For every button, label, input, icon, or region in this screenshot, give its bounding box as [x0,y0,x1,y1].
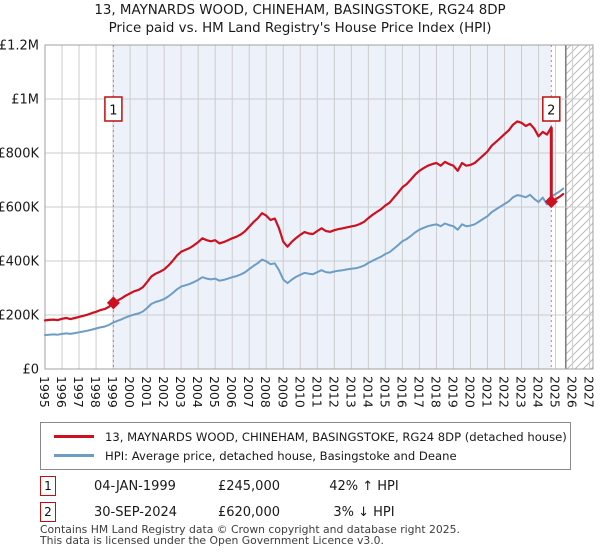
x-tick-label: 2001 [139,376,154,408]
price-history-chart: 1 2 £0 £200K £400K £600K £800K £1M £1.2M 1995 1996… [0,39,597,408]
sale-1-date: 04-JAN-1999 [94,478,176,494]
sale-row-2: 2 30-SEP-2024 £620,000 3% ↓ HPI [40,502,600,522]
sale-1-hpi-delta: 42% ↑ HPI [329,478,399,494]
y-tick-label: £400K [0,255,39,270]
x-tick-label: 2009 [275,376,290,408]
x-tick-label: 2021 [479,376,494,408]
y-tick-label: £800K [0,147,39,162]
y-tick-label: £600K [0,201,39,216]
sale-2-label-box [542,96,561,122]
sale-1-label-box [104,96,123,122]
x-tick-label: 2013 [343,376,358,408]
x-tick-label: 2005 [207,376,222,408]
sale-2-diamond-marker [544,195,558,209]
y-tick-label: £0 [22,363,39,378]
x-tick-label: 2027 [582,376,597,408]
x-tick-label: 1999 [105,376,120,408]
page-title: 13, MAYNARDS WOOD, CHINEHAM, BASINGSTOKE… [94,3,506,18]
x-tick-label: 2010 [292,376,307,408]
x-tick-label: 1995 [37,376,52,408]
x-tick-label: 2006 [224,376,239,408]
x-tick-label: 2023 [514,376,529,408]
x-tick-label: 1998 [88,376,103,408]
plot-border [44,44,594,370]
price-line-swatch [54,435,94,438]
x-tick-label: 1997 [71,376,86,408]
license-footer: Contains HM Land Registry data © Crown c… [40,523,460,547]
x-tick-label: 2011 [309,376,324,408]
x-tick-label: 2025 [548,376,563,408]
x-tick-label: 2002 [156,376,171,408]
price-paid-line [43,120,565,322]
footer-line-2: This data is licensed under the Open Gov… [40,533,384,547]
x-tick-label: 2012 [326,376,341,408]
sale-2-hpi-delta: 3% ↓ HPI [333,504,395,520]
x-tick-label: 2003 [173,376,188,408]
x-tick-label: 1996 [54,376,69,408]
x-tick-label: 2017 [411,376,426,408]
hpi-line-swatch [54,454,94,457]
y-tick-label: £1M [11,93,39,108]
x-tick-label: 2007 [241,376,256,408]
x-tick-label: 2015 [377,376,392,408]
y-tick-label: £200K [0,309,39,324]
sale-2-marker-badge: 2 [40,502,56,522]
x-tick-label: 2008 [258,376,273,408]
hpi-line [44,187,565,336]
x-tick-label: 2022 [497,376,512,408]
sale-1-label-number: 1 [109,104,117,119]
y-tick-label: £1.2M [0,39,39,54]
x-tick-label: 2026 [565,376,580,408]
x-tick-label: 2018 [428,376,443,408]
sale-1-marker-badge: 1 [40,476,56,496]
x-tick-label: 2019 [445,376,460,408]
x-tick-label: 2000 [122,376,137,408]
x-tick-label: 2024 [531,376,546,408]
sale-2-date: 30-SEP-2024 [94,504,178,520]
legend-row-hpi: HPI: Average price, detached house, Basi… [54,446,570,465]
sale-1-diamond-marker [106,296,120,310]
x-tick-label: 2020 [462,376,477,408]
legend-label-price: 13, MAYNARDS WOOD, CHINEHAM, BASINGSTOKE… [105,429,567,444]
page-subtitle: Price paid vs. HM Land Registry's House … [108,21,492,36]
x-tick-label: 2004 [190,376,205,408]
sale-2-price: £620,000 [217,504,280,520]
footer-line-1: Contains HM Land Registry data © Crown c… [40,523,460,536]
sale-1-price: £245,000 [217,478,280,494]
x-tick-label: 2014 [360,376,375,408]
legend-row-price: 13, MAYNARDS WOOD, CHINEHAM, BASINGSTOKE… [54,427,570,446]
sale-2-label-number: 2 [547,104,555,119]
sale-row-1: 1 04-JAN-1999 £245,000 42% ↑ HPI [40,476,600,496]
x-tick-label: 2016 [394,376,409,408]
legend-label-hpi: HPI: Average price, detached house, Basi… [105,448,457,463]
chart-legend: 13, MAYNARDS WOOD, CHINEHAM, BASINGSTOKE… [40,422,571,470]
